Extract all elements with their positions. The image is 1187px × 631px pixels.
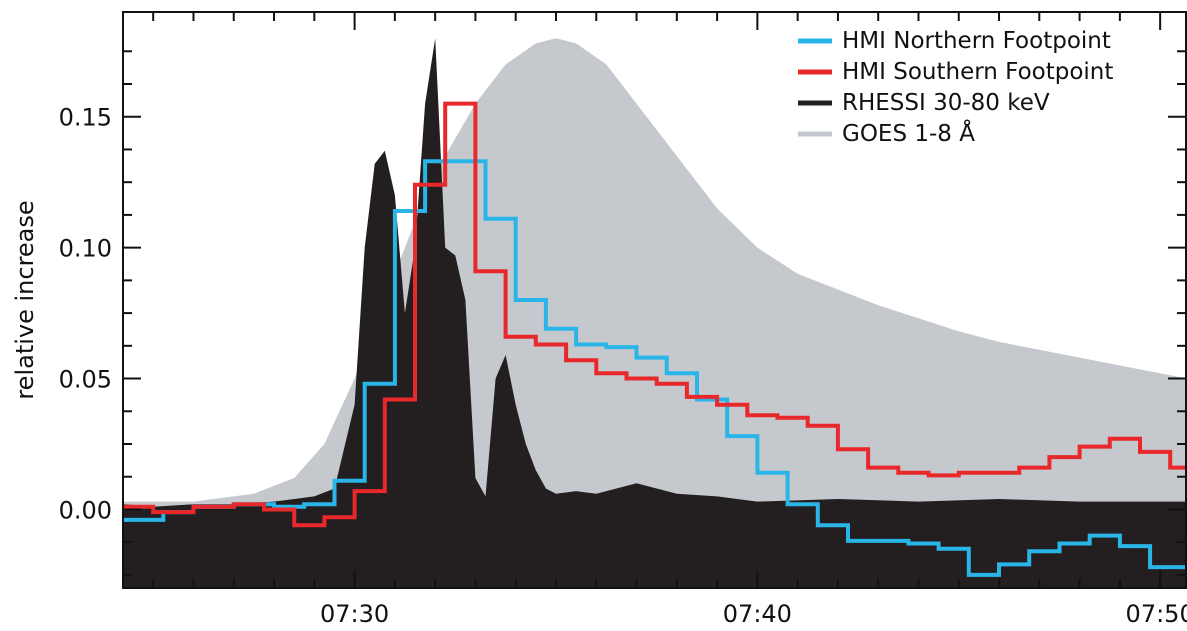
series-rhessi-30-80-kev-area	[123, 38, 1187, 588]
x-tick-label: 07:40	[723, 600, 792, 628]
y-tick-label: 0.15	[59, 104, 112, 132]
x-tick-label: 07:30	[320, 600, 389, 628]
legend-label: GOES 1-8 Å	[842, 119, 975, 147]
legend: HMI Northern Footpoint HMI Southern Footp…	[798, 28, 1113, 147]
plot-frame	[122, 11, 1187, 589]
legend-label: HMI Northern Footpoint	[842, 28, 1111, 54]
axis-ticks	[123, 12, 1186, 588]
y-axis-title: relative increase	[11, 200, 39, 399]
legend-label: HMI Southern Footpoint	[842, 59, 1113, 85]
series-hmi-northern-footpoint-line	[123, 159, 1187, 583]
series-hmi-southern-footpoint-line	[123, 101, 1187, 528]
y-tick-label: 0.05	[59, 366, 112, 394]
legend-label: RHESSI 30-80 keV	[842, 90, 1050, 116]
x-tick-label: 07:50	[1126, 600, 1187, 628]
plot-area	[123, 38, 1187, 588]
y-tick-label: 0.00	[59, 496, 112, 524]
y-axis-tick-labels: 0.00 0.05 0.10 0.15	[59, 104, 112, 525]
x-axis-tick-labels: 07:30 07:40 07:50	[320, 600, 1187, 628]
y-tick-label: 0.10	[59, 235, 112, 263]
